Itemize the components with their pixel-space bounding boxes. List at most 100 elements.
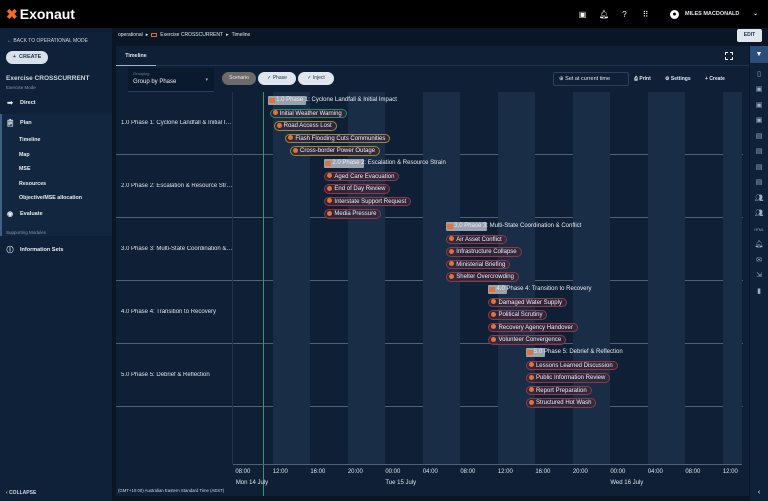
bell-icon[interactable]: 🔔︎ [599,9,610,19]
inject-event[interactable]: Aged Care Evacuation [324,171,400,181]
chevron-left-icon[interactable]: ‹ [757,489,761,496]
breadcrumb: operational ▸ Exercise CROSSCURRENT ▸ Time… [118,32,250,38]
inject-event[interactable]: Ministerial Briefing [446,259,511,269]
phase-row-label[interactable]: 4.0 Phase 4: Transition to Recovery [121,308,217,315]
sidebar-item-direct[interactable]: ➡ Direct [7,100,36,107]
inject-icon [327,185,333,191]
exercise-icon [151,33,158,37]
logo-icon: ✖ [6,5,18,22]
inject-event[interactable]: Shelter Overcrowding [446,272,519,282]
set-current-time-button[interactable]: ⊕ Set at current time [553,72,629,86]
inject-event[interactable]: Road Access Lost [273,121,337,131]
user-menu[interactable]: ● MILES MACDONALD ⌄ [670,9,758,19]
create-button[interactable]: + CREATE [6,51,48,64]
filter-chip-phase[interactable]: ✓ Phase [258,72,296,85]
check-icon: ✓ [267,75,273,81]
inject-icon [491,311,497,317]
create-item-button[interactable]: + Create [705,76,725,82]
print-button[interactable]: ⎙ Print [634,76,651,82]
sidebar-item-information-sets[interactable]: ⓘ Information Sets [6,247,64,254]
inject-event[interactable]: Cross-border Power Outage [290,146,381,156]
media-icon[interactable]: ▣ [755,86,763,93]
export-icon[interactable]: ⇲ [756,272,762,279]
phase-bar[interactable] [488,285,508,294]
fullscreen-icon[interactable] [725,52,733,60]
phase-row-label[interactable]: 3.0 Phase 3: Multi-State Coordination & … [121,245,233,252]
back-to-operational-button[interactable]: ← BACK TO OPERATIONAL MODE [7,38,88,44]
archive-icon[interactable]: ▤ [755,179,763,186]
group-icon[interactable]: 👥︎ [754,210,764,217]
settings-button[interactable]: ⚙ Settings [665,76,691,82]
archive-icon[interactable]: ▤ [755,163,763,171]
timeline-canvas[interactable]: 1.0 Phase 1: Cyclone Landfall & Initial … [233,92,742,496]
sidebar-item-timeline[interactable]: Timeline [19,137,41,143]
sidebar-item-mse[interactable]: MSE [19,166,31,172]
grouping-select[interactable]: Grouping Group by Phase ▾ [128,68,214,92]
avatar-icon: ● [670,9,679,19]
book-icon[interactable]: ▮ [757,287,761,295]
inject-icon [276,122,282,128]
group-icon[interactable]: 👥︎ [754,194,764,202]
tick-label: 16:00 [535,469,551,475]
inject-icon [449,273,455,279]
inject-event[interactable]: Interstate Support Request [324,196,412,206]
sidebar-item-evaluate[interactable]: ◉ Evaluate [6,211,43,218]
bell-icon[interactable]: 🔔︎ [754,241,764,248]
inject-event[interactable]: Lessons Learned Discussion [525,360,618,370]
sidebar-item-objective-allocation[interactable]: Objective/MSE allocation [19,195,82,201]
inject-event[interactable]: Flash Flooding Cuts Communities [285,133,391,143]
direct-icon: ➡ [7,100,13,107]
phase-row-label[interactable]: 2.0 Phase 2: Escalation & Resource Strai… [121,182,233,189]
inject-event[interactable]: Media Pressure [324,209,382,219]
document-icon[interactable]: ▯ [757,70,761,78]
archive-icon[interactable]: ▤ [755,132,763,140]
inject-event[interactable]: Political Scrutiny [488,310,548,320]
inject-label: Shelter Overcrowding [456,274,514,280]
breadcrumb-exercise[interactable]: Exercise CROSSCURRENT [160,32,224,38]
filter-chip-inject[interactable]: ✓ Inject [298,72,334,85]
inject-event[interactable]: Infrastructure Collapse [446,247,522,257]
inject-icon [528,387,534,392]
mail-icon[interactable]: ✉ [756,256,762,264]
help-icon[interactable]: ? [622,9,627,19]
sidebar-item-map[interactable]: Map [19,152,30,158]
inject-event[interactable]: Structured Hot Wash [525,398,597,408]
filter-chip-scenario[interactable]: Scenario [222,72,256,85]
time-band [722,92,742,464]
inject-event[interactable]: Air Asset Conflict [446,234,507,244]
breadcrumb-operational[interactable]: operational [118,32,143,38]
edit-button[interactable]: EDIT [737,29,762,42]
html-icon[interactable]: HTML [754,227,764,232]
phase-icon [269,98,276,103]
phase-row-label[interactable]: 1.0 Phase 1: Cyclone Landfall & Initial … [121,119,233,126]
phase-bar-label: 5.0 Phase 5: Debrief & Reflection [533,349,623,355]
chat-icon[interactable]: ▣ [578,9,587,19]
inject-event[interactable]: Report Preparation [525,385,592,395]
sidebar-item-plan[interactable]: 📋︎ Plan [6,120,32,127]
phase-bar[interactable] [446,222,487,231]
inject-event[interactable]: Recovery Agency Handover [488,322,578,332]
phase-bar[interactable] [268,96,306,105]
phase-bar[interactable] [525,348,545,357]
phase-bar[interactable] [324,159,364,168]
filter-icon[interactable]: ▼ [750,46,768,63]
inject-event[interactable]: Initial Weather Warning [269,108,347,118]
apps-grid-icon[interactable]: ⠿ [642,9,649,19]
inject-event[interactable]: Volunteer Convergence [488,335,567,345]
tick-label: 20:00 [572,469,588,475]
archive-icon[interactable]: ▤ [755,148,763,155]
phase-row-label[interactable]: 5.0 Phase 5: Debrief & Reflection [121,371,210,378]
tick-label: 12:00 [722,469,738,475]
clipboard-icon: 📋︎ [6,120,15,127]
exercise-title: Exercise CROSSCURRENT [6,75,90,82]
collapse-button[interactable]: ‹ COLLAPSE [6,490,37,496]
inject-event[interactable]: Public Information Review [525,373,611,383]
inject-event[interactable]: Damaged Water Supply [488,297,567,307]
media-icon[interactable]: ▣ [755,117,763,124]
inject-event[interactable]: End of Day Review [324,184,391,194]
sidebar-item-resources[interactable]: Resources [19,181,47,187]
media-icon[interactable]: ▣ [755,101,763,109]
tab-timeline[interactable]: Timeline [116,46,156,66]
inject-label: Lessons Learned Discussion [535,362,613,369]
logo[interactable]: ✖ Exonaut [6,5,75,23]
